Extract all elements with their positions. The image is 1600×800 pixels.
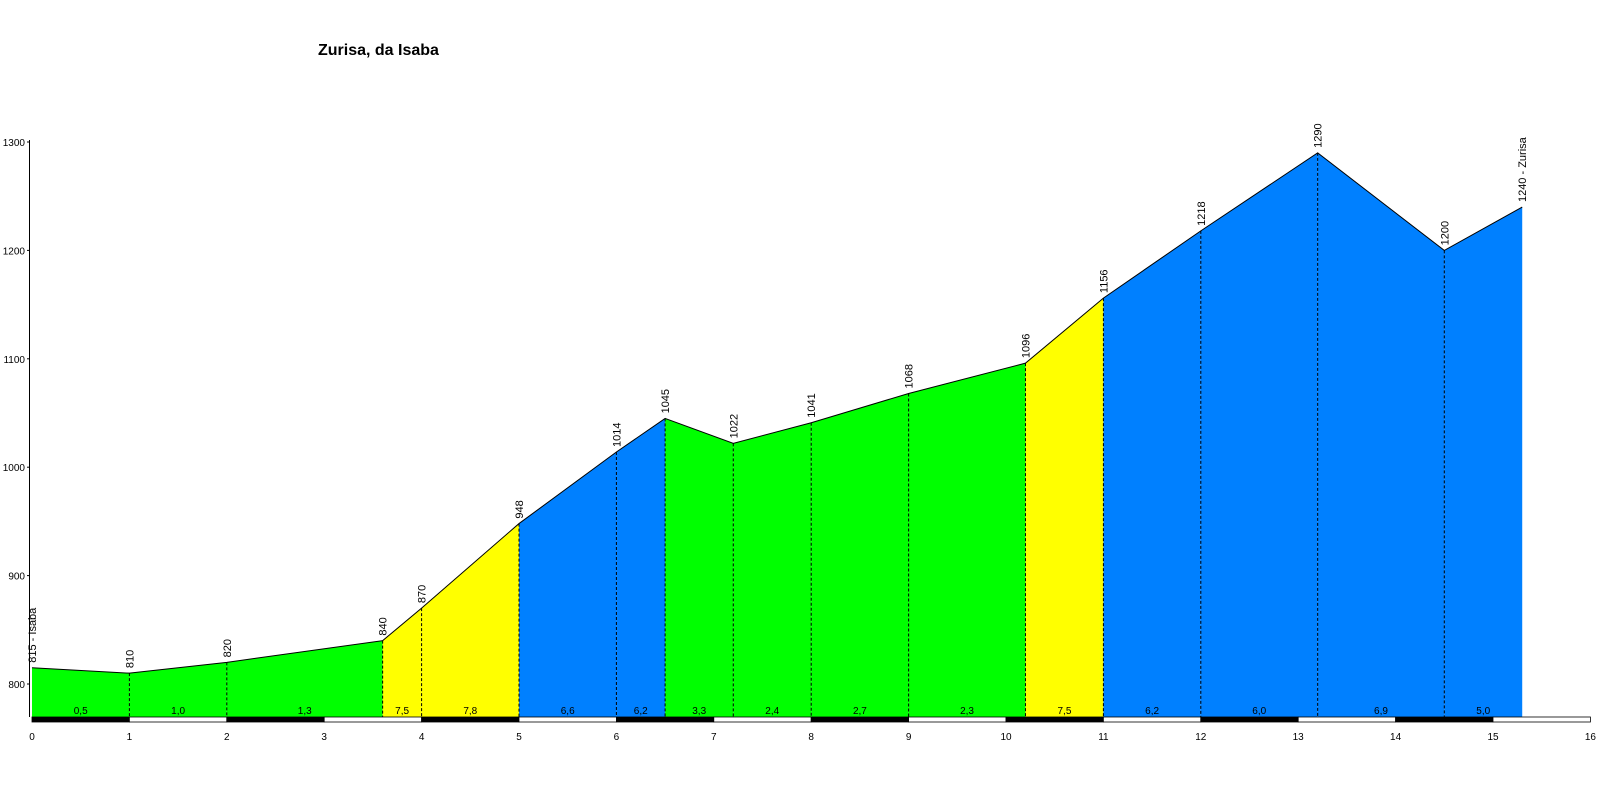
distance-strip-group: [31, 716, 1591, 723]
elevation-label-0: 815 - Isaba: [27, 607, 39, 663]
km-band-3: [323, 716, 423, 723]
elevation-label-1: 810: [124, 650, 136, 668]
y-tick-label: 1200: [3, 246, 26, 257]
km-band-7: [713, 716, 812, 723]
km-band-5: [518, 716, 617, 723]
elevation-label-4: 870: [417, 585, 429, 603]
profile-segment-6: [616, 418, 666, 717]
profile-segment-0: [32, 667, 130, 717]
elevation-label-3: 840: [378, 617, 390, 635]
profile-segment-5: [519, 452, 617, 717]
y-tick-label: 1000: [3, 463, 26, 474]
x-tick-label: 2: [224, 732, 230, 743]
km-band-12: [1200, 716, 1299, 723]
x-tick-label: 6: [614, 732, 620, 743]
x-tick-label: 9: [906, 732, 912, 743]
gradient-label-4: 7,8: [463, 706, 477, 717]
gradient-label-14: 6,9: [1374, 706, 1388, 717]
km-band-6: [616, 716, 715, 723]
profile-segment-15: [1444, 207, 1523, 718]
elevation-label-13: 1218: [1196, 201, 1208, 225]
x-tick-label: 15: [1487, 732, 1499, 743]
km-band-2: [226, 716, 325, 723]
km-band-10: [1005, 716, 1104, 723]
profile-segment-4: [421, 523, 519, 717]
km-band-4: [421, 716, 520, 723]
y-tick-label: 800: [8, 680, 25, 691]
gradient-label-3: 7,5: [395, 706, 409, 717]
elevation-label-8: 1022: [728, 414, 740, 438]
profile-segment-1: [129, 662, 227, 717]
elevation-label-6: 1014: [611, 423, 623, 447]
km-band-11: [1103, 716, 1202, 723]
x-tick-label: 7: [711, 732, 717, 743]
profile-segment-10: [908, 363, 1026, 717]
gradient-label-5: 6,6: [561, 706, 575, 717]
gradient-label-13: 6,0: [1252, 706, 1266, 717]
elevation-label-5: 948: [514, 500, 526, 518]
gradient-label-15: 5,0: [1476, 706, 1490, 717]
gradient-label-7: 3,3: [692, 706, 706, 717]
gradient-label-9: 2,7: [853, 706, 867, 717]
x-tick-label: 3: [321, 732, 327, 743]
x-tick-label: 8: [808, 732, 814, 743]
km-band-13: [1297, 716, 1396, 723]
profile-segment-7: [665, 418, 734, 717]
elevation-label-14: 1290: [1313, 123, 1325, 147]
elevation-label-10: 1068: [904, 364, 916, 388]
x-tick-label: 11: [1098, 732, 1109, 743]
profile-segment-14: [1317, 152, 1445, 718]
elevation-label-16: 1240 - Zurisa: [1517, 136, 1529, 202]
km-band-14: [1395, 716, 1494, 723]
elevation-label-12: 1156: [1098, 269, 1110, 293]
x-tick-label: 10: [1000, 732, 1012, 743]
km-band-0: [31, 716, 130, 723]
x-tick-label: 5: [516, 732, 522, 743]
profile-fill-group: [32, 152, 1523, 718]
y-tick-label: 1100: [3, 355, 25, 366]
gradient-label-10: 2,3: [960, 706, 974, 717]
x-tick-label: 4: [419, 732, 425, 743]
x-tick-label: 16: [1585, 732, 1597, 743]
km-band-8: [810, 716, 910, 723]
profile-lines-group: [31, 152, 1523, 717]
profile-segment-8: [733, 422, 812, 717]
profile-segment-2: [226, 640, 383, 717]
chart-title: Zurisa, da Isaba: [318, 42, 439, 59]
x-tick-label: 0: [29, 732, 35, 743]
elevation-label-9: 1041: [806, 393, 818, 417]
profile-segment-3: [382, 608, 422, 717]
profile-segment-13: [1200, 152, 1318, 718]
x-tick-label: 12: [1195, 732, 1207, 743]
labels-group: 0,5 1,0 1,3 7,5 7,8 6,6 6,2 3,3 2,4 2,7 2,3 7,5 6,2 6…: [27, 123, 1529, 717]
x-tick-label: 1: [127, 732, 133, 743]
y-tick-label: 1300: [3, 138, 26, 149]
x-tick-label: 13: [1293, 732, 1305, 743]
profile-segment-12: [1103, 230, 1201, 717]
gradient-label-2: 1,3: [298, 706, 312, 717]
gradient-label-6: 6,2: [634, 706, 648, 717]
elevation-label-11: 1096: [1020, 334, 1032, 358]
gradient-label-12: 6,2: [1145, 706, 1159, 717]
km-band-15: [1492, 716, 1591, 723]
profile-segment-9: [811, 393, 909, 717]
elevation-label-15: 1200: [1439, 221, 1451, 245]
km-band-9: [908, 716, 1007, 723]
km-band-1: [128, 716, 228, 723]
elevation-label-7: 1045: [660, 389, 672, 413]
gradient-label-0: 0,5: [74, 706, 88, 717]
gradient-label-8: 2,4: [765, 706, 779, 717]
profile-segment-11: [1025, 298, 1104, 717]
x-tick-label: 14: [1390, 732, 1402, 743]
gradient-label-1: 1,0: [171, 706, 185, 717]
elevation-label-2: 820: [222, 639, 234, 657]
y-tick-label: 900: [8, 572, 25, 583]
gradient-label-11: 7,5: [1057, 706, 1071, 717]
